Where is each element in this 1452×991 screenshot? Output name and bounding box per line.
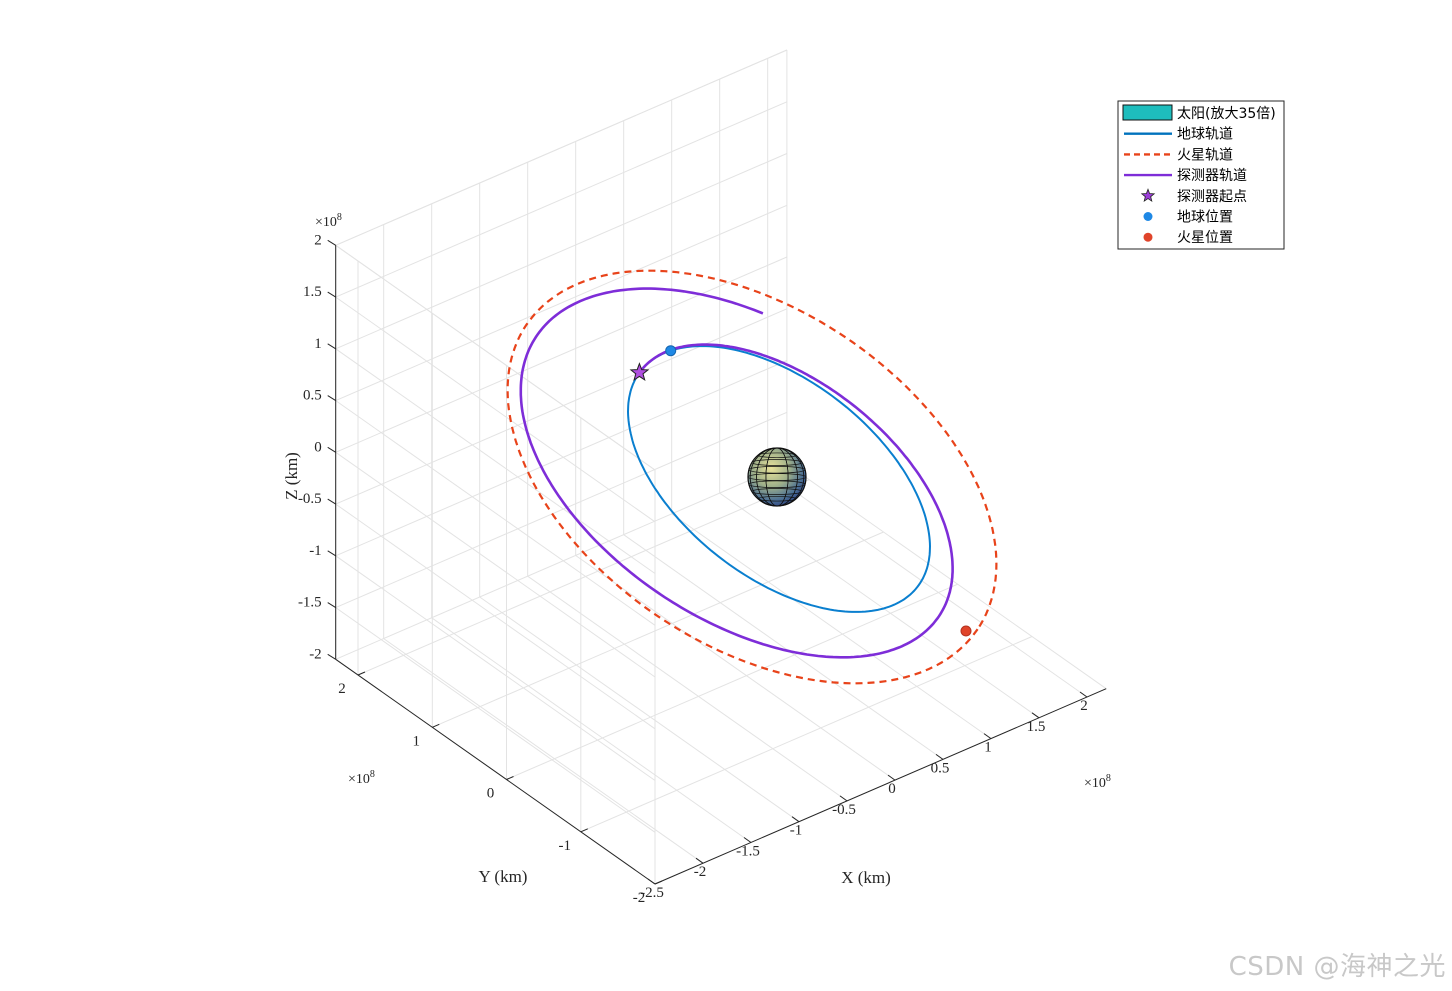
y-tick-label: 2 <box>338 681 346 697</box>
z-tick <box>327 291 336 298</box>
z-tick-label: 1.5 <box>303 284 322 300</box>
z-tick-label: 0.5 <box>303 388 322 404</box>
tick-group: -2.5-2-1.5-1-0.500.511.52-2-1012-2-1.5-1… <box>298 232 1088 906</box>
y-tick <box>654 880 663 885</box>
z-tick-label: -1 <box>309 543 322 559</box>
z-tick-label: -0.5 <box>298 491 322 507</box>
z-tick <box>327 239 336 246</box>
x-tick-label: 2 <box>1080 698 1088 714</box>
y-tick <box>580 828 588 833</box>
z-tick <box>327 653 336 660</box>
legend-label: 火星位置 <box>1177 230 1233 246</box>
y-axis-label: Y (km) <box>479 867 528 886</box>
probe-start-star-marker <box>629 362 650 382</box>
y-tick-label: 1 <box>413 733 421 749</box>
x-tick <box>839 795 848 802</box>
legend-item: 探测器轨道 <box>1124 168 1247 184</box>
x-tick <box>743 837 752 843</box>
svg-text:×108: ×108 <box>315 212 342 230</box>
x-tick-label: -2.5 <box>640 885 664 901</box>
watermark-text: CSDN @海神之光 <box>1228 952 1446 982</box>
sun-longitude-line <box>749 447 805 507</box>
z-tick-label: 2 <box>314 232 322 248</box>
x-tick-label: 1 <box>984 740 992 756</box>
x-tick-label: 0 <box>888 781 896 797</box>
x-tick-label: -1 <box>790 823 803 839</box>
legend-label: 太阳(放大35倍) <box>1177 106 1276 122</box>
z-tick-label: 1 <box>314 336 322 352</box>
y-tick-label: -2 <box>633 890 646 906</box>
z-tick <box>327 343 336 350</box>
axes-grid <box>335 49 1107 885</box>
legend-item: 火星位置 <box>1143 230 1233 246</box>
legend-label: 地球位置 <box>1177 210 1233 226</box>
x-tick-label: -2 <box>694 864 707 880</box>
y-tick-label: 0 <box>487 786 495 802</box>
z-tick-label: -1.5 <box>298 595 322 611</box>
axes-frame <box>335 245 1107 885</box>
sun-sphere <box>747 447 807 507</box>
x-tick <box>935 753 944 760</box>
z-exponent-label: ×108 <box>315 212 342 230</box>
z-tick <box>327 498 336 505</box>
x-tick <box>887 774 896 781</box>
mars-position-marker <box>960 625 972 637</box>
z-tick <box>327 446 336 453</box>
legend-label: 探测器轨道 <box>1177 168 1247 184</box>
x-tick <box>1079 691 1088 698</box>
legend-dot-swatch <box>1143 212 1153 221</box>
legend-label: 地球轨道 <box>1177 127 1233 143</box>
legend-item: 地球轨道 <box>1124 127 1233 143</box>
legend-label: 探测器起点 <box>1177 189 1247 205</box>
z-tick <box>327 550 336 557</box>
x-tick <box>1031 712 1040 719</box>
z-axis-label: Z (km) <box>282 452 301 500</box>
x-tick <box>647 878 656 885</box>
z-tick <box>327 602 336 609</box>
x-tick-label: 1.5 <box>1027 719 1046 735</box>
mars-orbit-line <box>506 269 998 685</box>
y-exponent-label: ×108 <box>348 769 375 787</box>
x-tick-label: -1.5 <box>736 844 760 860</box>
y-tick-label: -1 <box>559 838 572 854</box>
z-tick <box>327 395 336 402</box>
legend-star-swatch <box>1140 188 1156 202</box>
legend-label: 火星轨道 <box>1177 147 1233 163</box>
x-tick-label: 0.5 <box>931 760 950 776</box>
x-tick <box>983 733 992 740</box>
z-tick-label: -2 <box>309 646 322 662</box>
svg-text:×108: ×108 <box>1084 773 1111 791</box>
legend-item: 太阳(放大35倍) <box>1122 104 1276 122</box>
legend-item: 火星轨道 <box>1124 147 1233 163</box>
y-tick <box>432 723 440 728</box>
y-tick <box>506 776 514 780</box>
x-axis-label: X (km) <box>841 868 891 887</box>
x-exponent-label: ×108 <box>1084 773 1111 791</box>
legend-patch-swatch <box>1122 104 1173 121</box>
legend-item: 地球位置 <box>1143 210 1233 226</box>
y-tick <box>357 671 366 676</box>
legend-dot-swatch <box>1143 232 1153 242</box>
x-tick <box>791 816 800 823</box>
svg-text:×108: ×108 <box>348 769 375 787</box>
x-tick <box>695 857 704 864</box>
probe-trajectory-line <box>519 287 954 659</box>
legend-item: 探测器起点 <box>1140 188 1247 205</box>
earth-position-marker <box>665 345 677 357</box>
x-tick-label: -0.5 <box>832 802 856 818</box>
z-tick-label: 0 <box>314 439 322 455</box>
